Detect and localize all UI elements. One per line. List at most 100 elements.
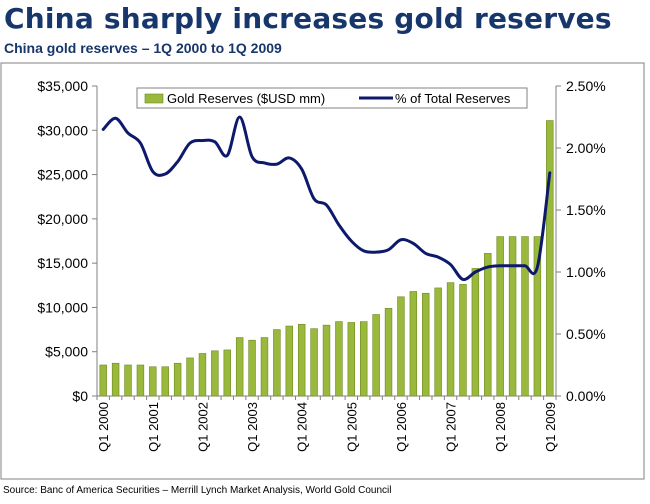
bar <box>310 328 318 397</box>
line-point <box>114 117 117 120</box>
line-point <box>338 223 341 226</box>
line-point <box>226 154 229 157</box>
source-note: Source: Banc of America Securities – Mer… <box>3 485 392 496</box>
legend-box <box>136 87 528 109</box>
bar <box>161 366 169 397</box>
line-point <box>127 132 130 135</box>
bar <box>533 236 542 397</box>
bar <box>446 282 455 397</box>
line-point <box>350 240 353 243</box>
tick-labels: $0 $5,000 $10,000 $15,000 $20,000 $25,000 $30,… <box>37 78 605 452</box>
y2-tick-label: 0.00% <box>566 388 606 404</box>
bar <box>124 364 132 397</box>
bar <box>211 350 219 397</box>
bar <box>322 324 331 397</box>
line-point <box>102 128 105 131</box>
bar <box>521 236 529 397</box>
bar <box>186 357 194 397</box>
bar <box>297 323 306 397</box>
bar <box>471 268 480 397</box>
bar <box>285 325 293 397</box>
y-tick-label: $35,000 <box>37 78 88 94</box>
x-tick-label: Q1 2006 <box>394 402 409 452</box>
line-point <box>424 252 427 255</box>
bar <box>347 322 356 397</box>
line-point <box>139 142 142 145</box>
line-series <box>101 115 552 282</box>
line-point <box>201 139 204 142</box>
bar <box>546 120 554 397</box>
bar <box>149 366 157 397</box>
bar <box>111 362 120 397</box>
bar <box>422 292 430 397</box>
line-point <box>362 250 365 253</box>
bar <box>99 364 107 397</box>
bar <box>496 236 504 397</box>
page-title: China sharply increases gold reserves <box>4 2 612 35</box>
line-point <box>325 204 328 207</box>
bar <box>248 339 256 397</box>
legend-bar-swatch <box>144 93 164 104</box>
series-line <box>101 115 552 282</box>
x-tick-label: Q1 2001 <box>146 402 161 452</box>
line-point <box>213 140 216 143</box>
x-tick-label: Q1 2004 <box>295 402 310 452</box>
line-point <box>189 142 192 145</box>
y2-tick-label: 2.50% <box>566 78 606 94</box>
legend-label-bars: Gold Reserves ($USD mm) <box>167 91 325 106</box>
line-point <box>263 161 266 164</box>
y2-tick-label: 1.00% <box>566 264 606 280</box>
line-point <box>437 256 440 259</box>
line-point <box>486 266 489 269</box>
bar <box>136 364 145 397</box>
legend: Gold Reserves ($USD mm) % of Total Reserv… <box>136 87 528 109</box>
bar-series <box>99 120 554 397</box>
line-point <box>499 264 502 267</box>
y-tick-label: $0 <box>72 388 88 404</box>
bar <box>484 253 492 397</box>
line-point <box>176 160 179 163</box>
legend-label-line: % of Total Reserves <box>395 91 511 106</box>
bar <box>223 349 231 397</box>
line-point <box>300 168 303 171</box>
bar <box>372 314 380 397</box>
y-tick-label: $10,000 <box>37 299 88 315</box>
y-tick-label: $5,000 <box>45 344 88 360</box>
line-point <box>387 248 390 251</box>
line-point <box>238 116 241 119</box>
y2-tick-label: 2.00% <box>566 140 606 156</box>
x-tick-label: Q1 2003 <box>245 402 260 452</box>
y2-tick-label: 0.50% <box>566 326 606 342</box>
x-tick-label: Q1 2009 <box>543 402 558 452</box>
line-point <box>548 171 551 174</box>
line-point <box>511 264 514 267</box>
line-point <box>536 266 539 269</box>
line-point <box>474 271 477 274</box>
line-point <box>164 173 167 176</box>
bar <box>273 329 281 397</box>
x-tick-label: Q1 2000 <box>96 402 111 452</box>
line-point <box>400 238 403 241</box>
line-point <box>375 251 378 254</box>
x-tick-label: Q1 2002 <box>195 402 210 452</box>
line-point <box>449 263 452 266</box>
x-tick-label: Q1 2005 <box>344 402 359 452</box>
bar <box>198 353 207 397</box>
bar <box>409 291 418 397</box>
y-tick-label: $30,000 <box>37 122 88 138</box>
bar <box>397 296 405 397</box>
bar <box>434 287 442 397</box>
line-point <box>288 157 291 160</box>
line-point <box>412 242 415 245</box>
x-tick-label: Q1 2008 <box>493 402 508 452</box>
bar <box>360 321 368 397</box>
y-tick-label: $25,000 <box>37 167 88 183</box>
y-tick-label: $15,000 <box>37 255 88 271</box>
page-subtitle: China gold reserves – 1Q 2000 to 1Q 2009 <box>4 40 282 56</box>
bar <box>335 321 343 397</box>
bar <box>260 337 269 397</box>
line-point <box>251 155 254 158</box>
bar <box>459 284 467 397</box>
line-point <box>151 170 154 173</box>
line-point <box>524 264 527 267</box>
